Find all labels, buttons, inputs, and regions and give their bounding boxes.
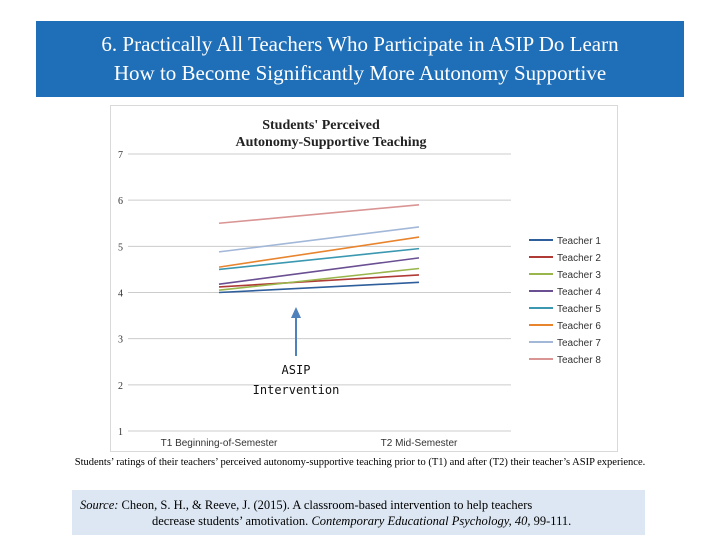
chart-title-line-2: Autonomy-Supportive Teaching <box>236 135 427 150</box>
slide-title-line-2: How to Become Significantly More Autonom… <box>113 61 607 85</box>
y-tick-label: 1 <box>118 427 123 438</box>
y-tick-label: 3 <box>118 335 123 346</box>
annotation-label-line-1: ASIP <box>282 363 311 377</box>
series-line-teacher-8 <box>218 203 420 225</box>
y-tick-label: 6 <box>118 196 123 207</box>
annotation-label-line-2: Intervention <box>253 383 340 397</box>
series-line-teacher-6 <box>218 236 420 268</box>
chart-frame: Students' Perceived Autonomy-Supportive T… <box>110 105 618 452</box>
source-citation: Source: Cheon, S. H., & Reeve, J. (2015)… <box>72 490 645 535</box>
source-pages: 99-111. <box>530 514 572 528</box>
intervention-arrow-head <box>291 307 301 318</box>
source-citation-line-1: Cheon, S. H., & Reeve, J. (2015). A clas… <box>118 498 533 512</box>
line-chart: Students' Perceived Autonomy-Supportive T… <box>118 118 601 449</box>
legend-label: Teacher 7 <box>557 338 601 349</box>
y-tick-label: 5 <box>118 242 123 253</box>
series-line-teacher-1 <box>218 281 420 294</box>
y-tick-label: 7 <box>118 150 123 161</box>
series-line-teacher-4 <box>218 257 420 285</box>
source-journal: Contemporary Educational Psychology, 40, <box>311 514 531 528</box>
slide-title-banner: 6. Practically All Teachers Who Particip… <box>36 21 684 97</box>
chart-caption: Students’ ratings of their teachers’ per… <box>74 457 646 468</box>
chart-title-line-1: Students' Perceived <box>262 118 380 133</box>
legend-label: Teacher 2 <box>557 253 601 264</box>
source-citation-line-2: decrease students’ amotivation. <box>152 514 312 528</box>
y-tick-label: 2 <box>118 381 123 392</box>
series-line-teacher-5 <box>218 247 420 271</box>
legend-label: Teacher 1 <box>557 236 601 247</box>
legend-label: Teacher 6 <box>557 321 601 332</box>
slide-title-line-1: 6. Practically All Teachers Who Particip… <box>101 32 619 56</box>
series-line-teacher-2 <box>218 274 420 288</box>
source-citation-line-2-wrap: decrease students’ amotivation. Contempo… <box>80 513 637 529</box>
legend-label: Teacher 3 <box>557 270 601 281</box>
series-line-teacher-3 <box>218 267 420 291</box>
x-category-label: T1 Beginning-of-Semester <box>161 438 278 449</box>
legend-label: Teacher 8 <box>557 355 601 366</box>
source-label: Source: <box>80 498 119 512</box>
series-line-teacher-7 <box>218 226 420 253</box>
legend-label: Teacher 4 <box>557 287 601 298</box>
legend-label: Teacher 5 <box>557 304 601 315</box>
y-tick-label: 4 <box>118 289 123 300</box>
x-category-label: T2 Mid-Semester <box>381 438 458 449</box>
